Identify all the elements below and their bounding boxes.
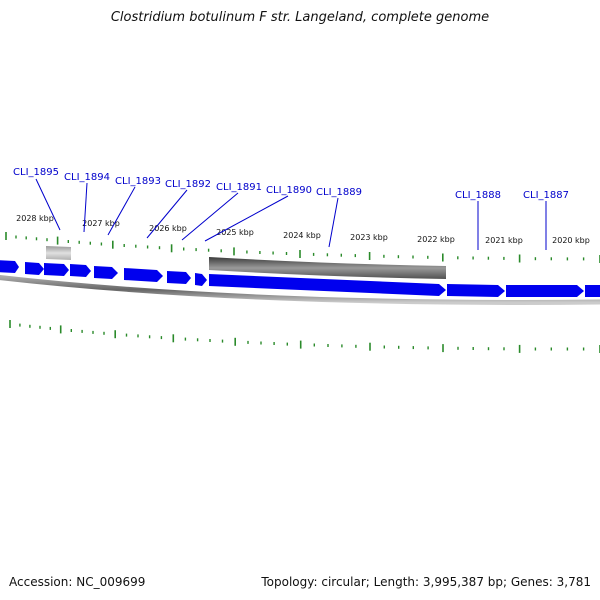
gene-leader-lines — [35, 178, 547, 250]
gene-label-cli-1887[interactable]: CLI_1887 — [523, 190, 569, 201]
kbp-label: 2020 kbp — [552, 236, 590, 245]
gene-arrow[interactable] — [506, 285, 584, 297]
leader-line — [35, 178, 61, 231]
kbp-label: 2025 kbp — [216, 228, 254, 237]
gene-arrow[interactable] — [25, 262, 44, 275]
gene-arrow[interactable] — [0, 260, 19, 273]
gene-label-cli-1891[interactable]: CLI_1891 — [216, 182, 262, 193]
gene-arrow[interactable] — [44, 263, 69, 276]
kbp-label: 2021 kbp — [485, 236, 523, 245]
gene-arrow[interactable] — [209, 274, 446, 296]
gene-arrow[interactable] — [70, 264, 91, 277]
leader-line — [181, 192, 239, 241]
kbp-tick-track-lower — [9, 320, 600, 353]
kbp-label: 2023 kbp — [350, 233, 388, 242]
kbp-label: 2022 kbp — [417, 235, 455, 244]
leader-line — [107, 186, 136, 236]
leader-line — [328, 197, 339, 248]
gene-arrow[interactable] — [94, 266, 118, 279]
accession-text: Accession: NC_009699 — [9, 575, 146, 589]
gene-label-cli-1893[interactable]: CLI_1893 — [115, 176, 161, 187]
gene-arrow[interactable] — [585, 285, 600, 297]
gene-label-cli-1894[interactable]: CLI_1894 — [64, 172, 110, 183]
kbp-label: 2028 kbp — [16, 214, 54, 223]
kbp-label: 2024 kbp — [283, 231, 321, 240]
gene-label-cli-1889[interactable]: CLI_1889 — [316, 187, 362, 198]
gene-label-cli-1888[interactable]: CLI_1888 — [455, 190, 501, 201]
kbp-label: 2026 kbp — [149, 224, 187, 233]
gene-label-cli-1895[interactable]: CLI_1895 — [13, 167, 59, 178]
gene-label-cli-1890[interactable]: CLI_1890 — [266, 185, 312, 196]
leader-line — [83, 182, 88, 233]
kbp-tick-track-upper — [5, 232, 600, 263]
page-title: Clostridium botulinum F str. Langeland, … — [110, 10, 490, 25]
gene-label-cli-1892[interactable]: CLI_1892 — [165, 179, 211, 190]
feature-light-block — [46, 246, 71, 260]
leader-line — [204, 195, 289, 242]
gene-arrow[interactable] — [447, 284, 505, 297]
kbp-label: 2027 kbp — [82, 219, 120, 228]
genome-stats-text: Topology: circular; Length: 3,995,387 bp… — [261, 575, 591, 589]
gene-arrow[interactable] — [195, 273, 207, 286]
feature-dark-block — [209, 257, 446, 279]
genome-backbone — [0, 275, 600, 305]
gene-arrow[interactable] — [167, 271, 191, 284]
gene-label-group: CLI_1895 CLI_1894 CLI_1893 CLI_1892 CLI_… — [13, 167, 569, 201]
kbp-label-group: 2028 kbp 2027 kbp 2026 kbp 2025 kbp 2024… — [16, 214, 590, 245]
gene-arrow[interactable] — [124, 268, 163, 282]
gene-arrow-track — [0, 260, 600, 297]
leader-line — [146, 189, 188, 239]
